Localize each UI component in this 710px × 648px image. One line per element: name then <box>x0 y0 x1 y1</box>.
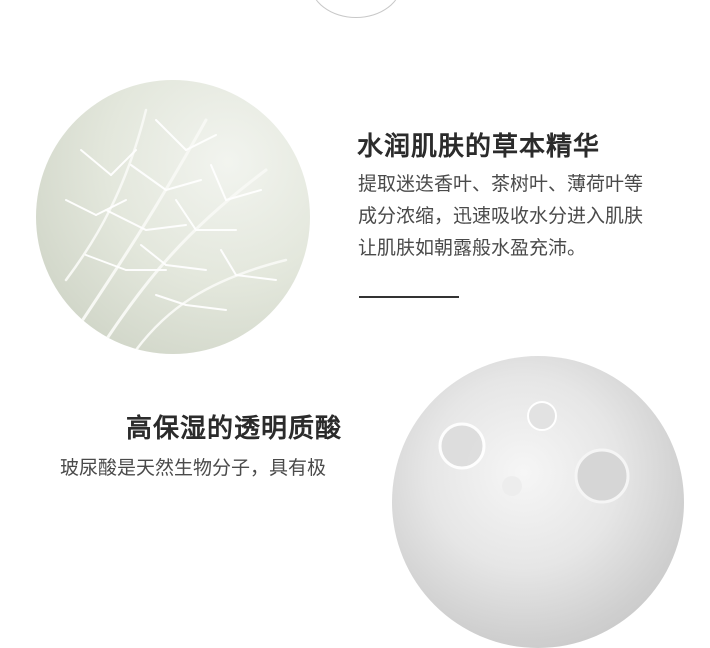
rosemary-illustration <box>64 108 288 352</box>
section-1-line-3: 让肌肤如朝露般水盈充沛。 <box>358 237 587 259</box>
section-2-description: 玻尿酸是天然生物分子，具有极 <box>60 452 326 484</box>
top-circle-outline <box>310 0 402 18</box>
rosemary-photo <box>36 80 310 354</box>
serum-droplet-photo <box>392 356 684 648</box>
section-2-title: 高保湿的透明质酸 <box>126 414 343 444</box>
section-1-description: 提取迷迭香叶、茶树叶、薄荷叶等 成分浓缩，迅速吸收水分进入肌肤 让肌肤如朝露般水… <box>358 168 643 264</box>
droplet-illustration <box>438 401 630 504</box>
section-2-line-1: 玻尿酸是天然生物分子，具有极 <box>60 457 327 479</box>
section-divider <box>359 296 459 298</box>
section-1-title: 水润肌肤的草本精华 <box>357 132 601 162</box>
section-1-line-1: 提取迷迭香叶、茶树叶、薄荷叶等 <box>358 173 644 195</box>
section-1-line-2: 成分浓缩，迅速吸收水分进入肌肤 <box>358 205 644 227</box>
